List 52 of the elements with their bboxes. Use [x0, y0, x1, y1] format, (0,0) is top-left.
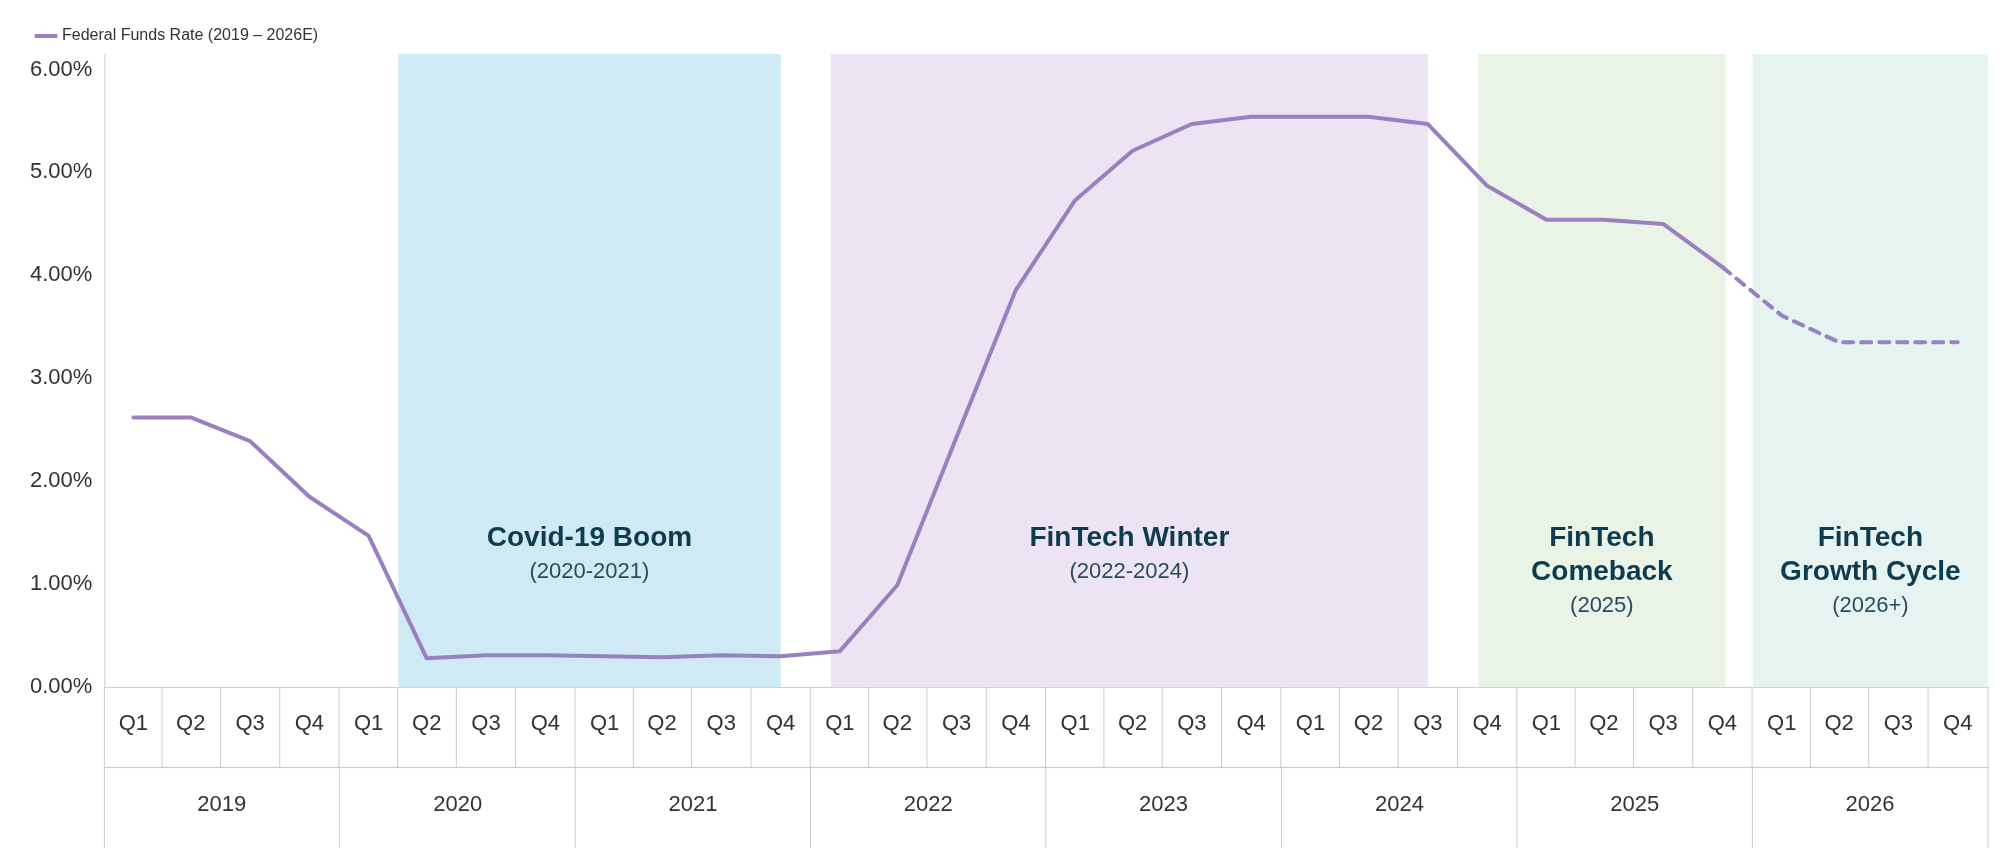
x-tick-label: Q1	[118, 710, 149, 736]
x-tick-label: Q2	[1824, 710, 1854, 736]
x-tick-label: Q2	[412, 710, 442, 736]
x-tick-label: Q1	[1060, 710, 1090, 736]
x-tick-label: Q3	[235, 710, 265, 736]
x2-tick-label: 2024	[1374, 790, 1424, 816]
band-label: FinTech Comeback (2025)	[1531, 520, 1674, 617]
x2-tick-label: 2019	[197, 790, 247, 816]
y-tick-label: 4.00%	[29, 261, 93, 287]
x2-tick-label: 2022	[903, 790, 953, 816]
x2-tick-label: 2020	[433, 790, 483, 816]
x-tick-label: Q4	[530, 710, 560, 736]
x-tick-label: Q2	[882, 710, 912, 736]
x-tick-label: Q1	[1767, 710, 1797, 736]
x-tick-label: Q4	[294, 710, 325, 736]
x-tick-label: Q3	[941, 710, 972, 736]
x-tick-label: Q3	[1648, 710, 1678, 736]
y-tick-label: 1.00%	[29, 570, 93, 596]
x2-tick-label: 2021	[668, 790, 718, 816]
band-label: Covid-19 Boom (2020-2021)	[486, 520, 693, 583]
x-tick-label: Q2	[1589, 710, 1619, 736]
y-tick-label: 6.00%	[29, 55, 93, 81]
band-label: FinTech Winter (2022-2024)	[1029, 520, 1230, 583]
x-tick-label: Q2	[176, 710, 206, 736]
x-tick-label: Q4	[1001, 710, 1031, 736]
y-tick-label: 5.00%	[29, 158, 93, 184]
x-tick-label: Q4	[765, 710, 796, 736]
x2-tick-label: 2023	[1139, 790, 1188, 816]
x-tick-label: Q3	[1883, 710, 1914, 736]
y-tick-label: 2.00%	[29, 467, 93, 493]
x-tick-label: Q4	[1943, 710, 1973, 736]
x-tick-label: Q3	[706, 710, 736, 736]
x-tick-label: Q1	[825, 710, 855, 736]
x-tick-label: Q3	[1177, 710, 1207, 736]
legend-label: Federal Funds Rate (2019 – 2026E)	[62, 26, 319, 44]
x2-tick-label: 2026	[1845, 790, 1895, 816]
x-tick-label: Q4	[1472, 710, 1502, 736]
x-tick-label: Q2	[1117, 710, 1148, 736]
x-tick-label: Q1	[1531, 710, 1562, 736]
x-tick-label: Q1	[589, 710, 620, 736]
x-tick-label: Q2	[1353, 710, 1384, 736]
y-tick-label: 0.00%	[29, 673, 93, 699]
x-tick-label: Q4	[1707, 710, 1738, 736]
x-tick-label: Q3	[1413, 710, 1443, 736]
band-label: FinTech Growth Cycle (2026+)	[1780, 520, 1961, 617]
x-tick-label: Q3	[471, 710, 501, 736]
x-tick-label: Q1	[1295, 710, 1326, 736]
x-tick-label: Q2	[647, 710, 677, 736]
x2-tick-label: 2025	[1610, 790, 1660, 816]
x-tick-label: Q4	[1236, 710, 1266, 736]
x-tick-label: Q1	[354, 710, 384, 736]
y-tick-label: 3.00%	[29, 364, 93, 390]
